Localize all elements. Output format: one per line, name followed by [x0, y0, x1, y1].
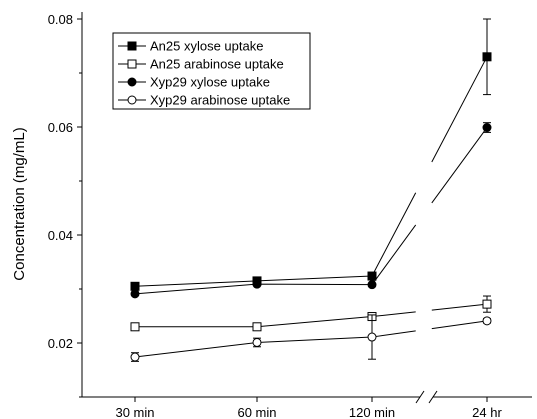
series-line — [371, 311, 416, 318]
axis-break-mark — [415, 390, 425, 404]
data-point-marker — [130, 352, 140, 362]
data-point-marker — [252, 279, 262, 289]
legend-label: Xyp29 xylose uptake — [150, 75, 270, 90]
axes — [81, 12, 532, 404]
data-point-marker — [127, 95, 137, 105]
series-line — [431, 56, 488, 163]
data-point-marker — [127, 41, 137, 51]
series-xyp29-arabinose-uptake — [130, 314, 492, 362]
series-xyp29-xylose-uptake — [130, 122, 492, 299]
series-an25-arabinose-uptake — [130, 295, 492, 332]
data-point-marker — [130, 289, 140, 299]
y-ticks: 0.02 0.04 0.06 0.08 — [48, 12, 82, 398]
series-line — [431, 303, 488, 311]
y-tick-label: 0.04 — [48, 228, 73, 243]
x-tick-label: 30 min — [115, 405, 154, 419]
y-axis-label: Concentration (mg/mL) — [11, 127, 28, 280]
legend: An25 xylose uptake An25 arabinose uptake X… — [112, 32, 311, 110]
x-tick-label: 24 hr — [472, 405, 502, 419]
legend-label: Xyp29 arabinose uptake — [150, 93, 290, 108]
series-layer — [130, 18, 492, 362]
x-tick-label: 120 min — [349, 405, 395, 419]
x-tick-label: 60 min — [237, 405, 276, 419]
y-tick-label: 0.06 — [48, 120, 73, 135]
series-line — [371, 224, 417, 285]
data-point-marker — [482, 299, 492, 309]
data-point-marker — [367, 280, 377, 290]
data-point-marker — [367, 332, 377, 342]
data-point-marker — [482, 316, 492, 326]
data-point-marker — [367, 271, 377, 281]
x-ticks: 30 min 60 min 120 min 24 hr — [115, 397, 502, 419]
data-point-marker — [130, 322, 140, 332]
axis-break-mark — [428, 390, 438, 404]
y-tick-label: 0.08 — [48, 12, 73, 27]
data-point-marker — [252, 337, 262, 347]
data-point-marker — [127, 59, 137, 69]
y-tick-label: 0.02 — [48, 336, 73, 351]
legend-label: An25 xylose uptake — [150, 39, 263, 54]
data-point-marker — [130, 281, 140, 291]
series-line — [431, 320, 488, 330]
data-point-marker — [127, 77, 137, 87]
data-point-marker — [252, 322, 262, 332]
legend-label: An25 arabinose uptake — [150, 57, 284, 72]
series-line — [431, 127, 488, 204]
data-point-marker — [482, 52, 492, 62]
series-line — [371, 330, 416, 338]
data-point-marker — [482, 123, 492, 133]
series-line — [371, 192, 417, 277]
